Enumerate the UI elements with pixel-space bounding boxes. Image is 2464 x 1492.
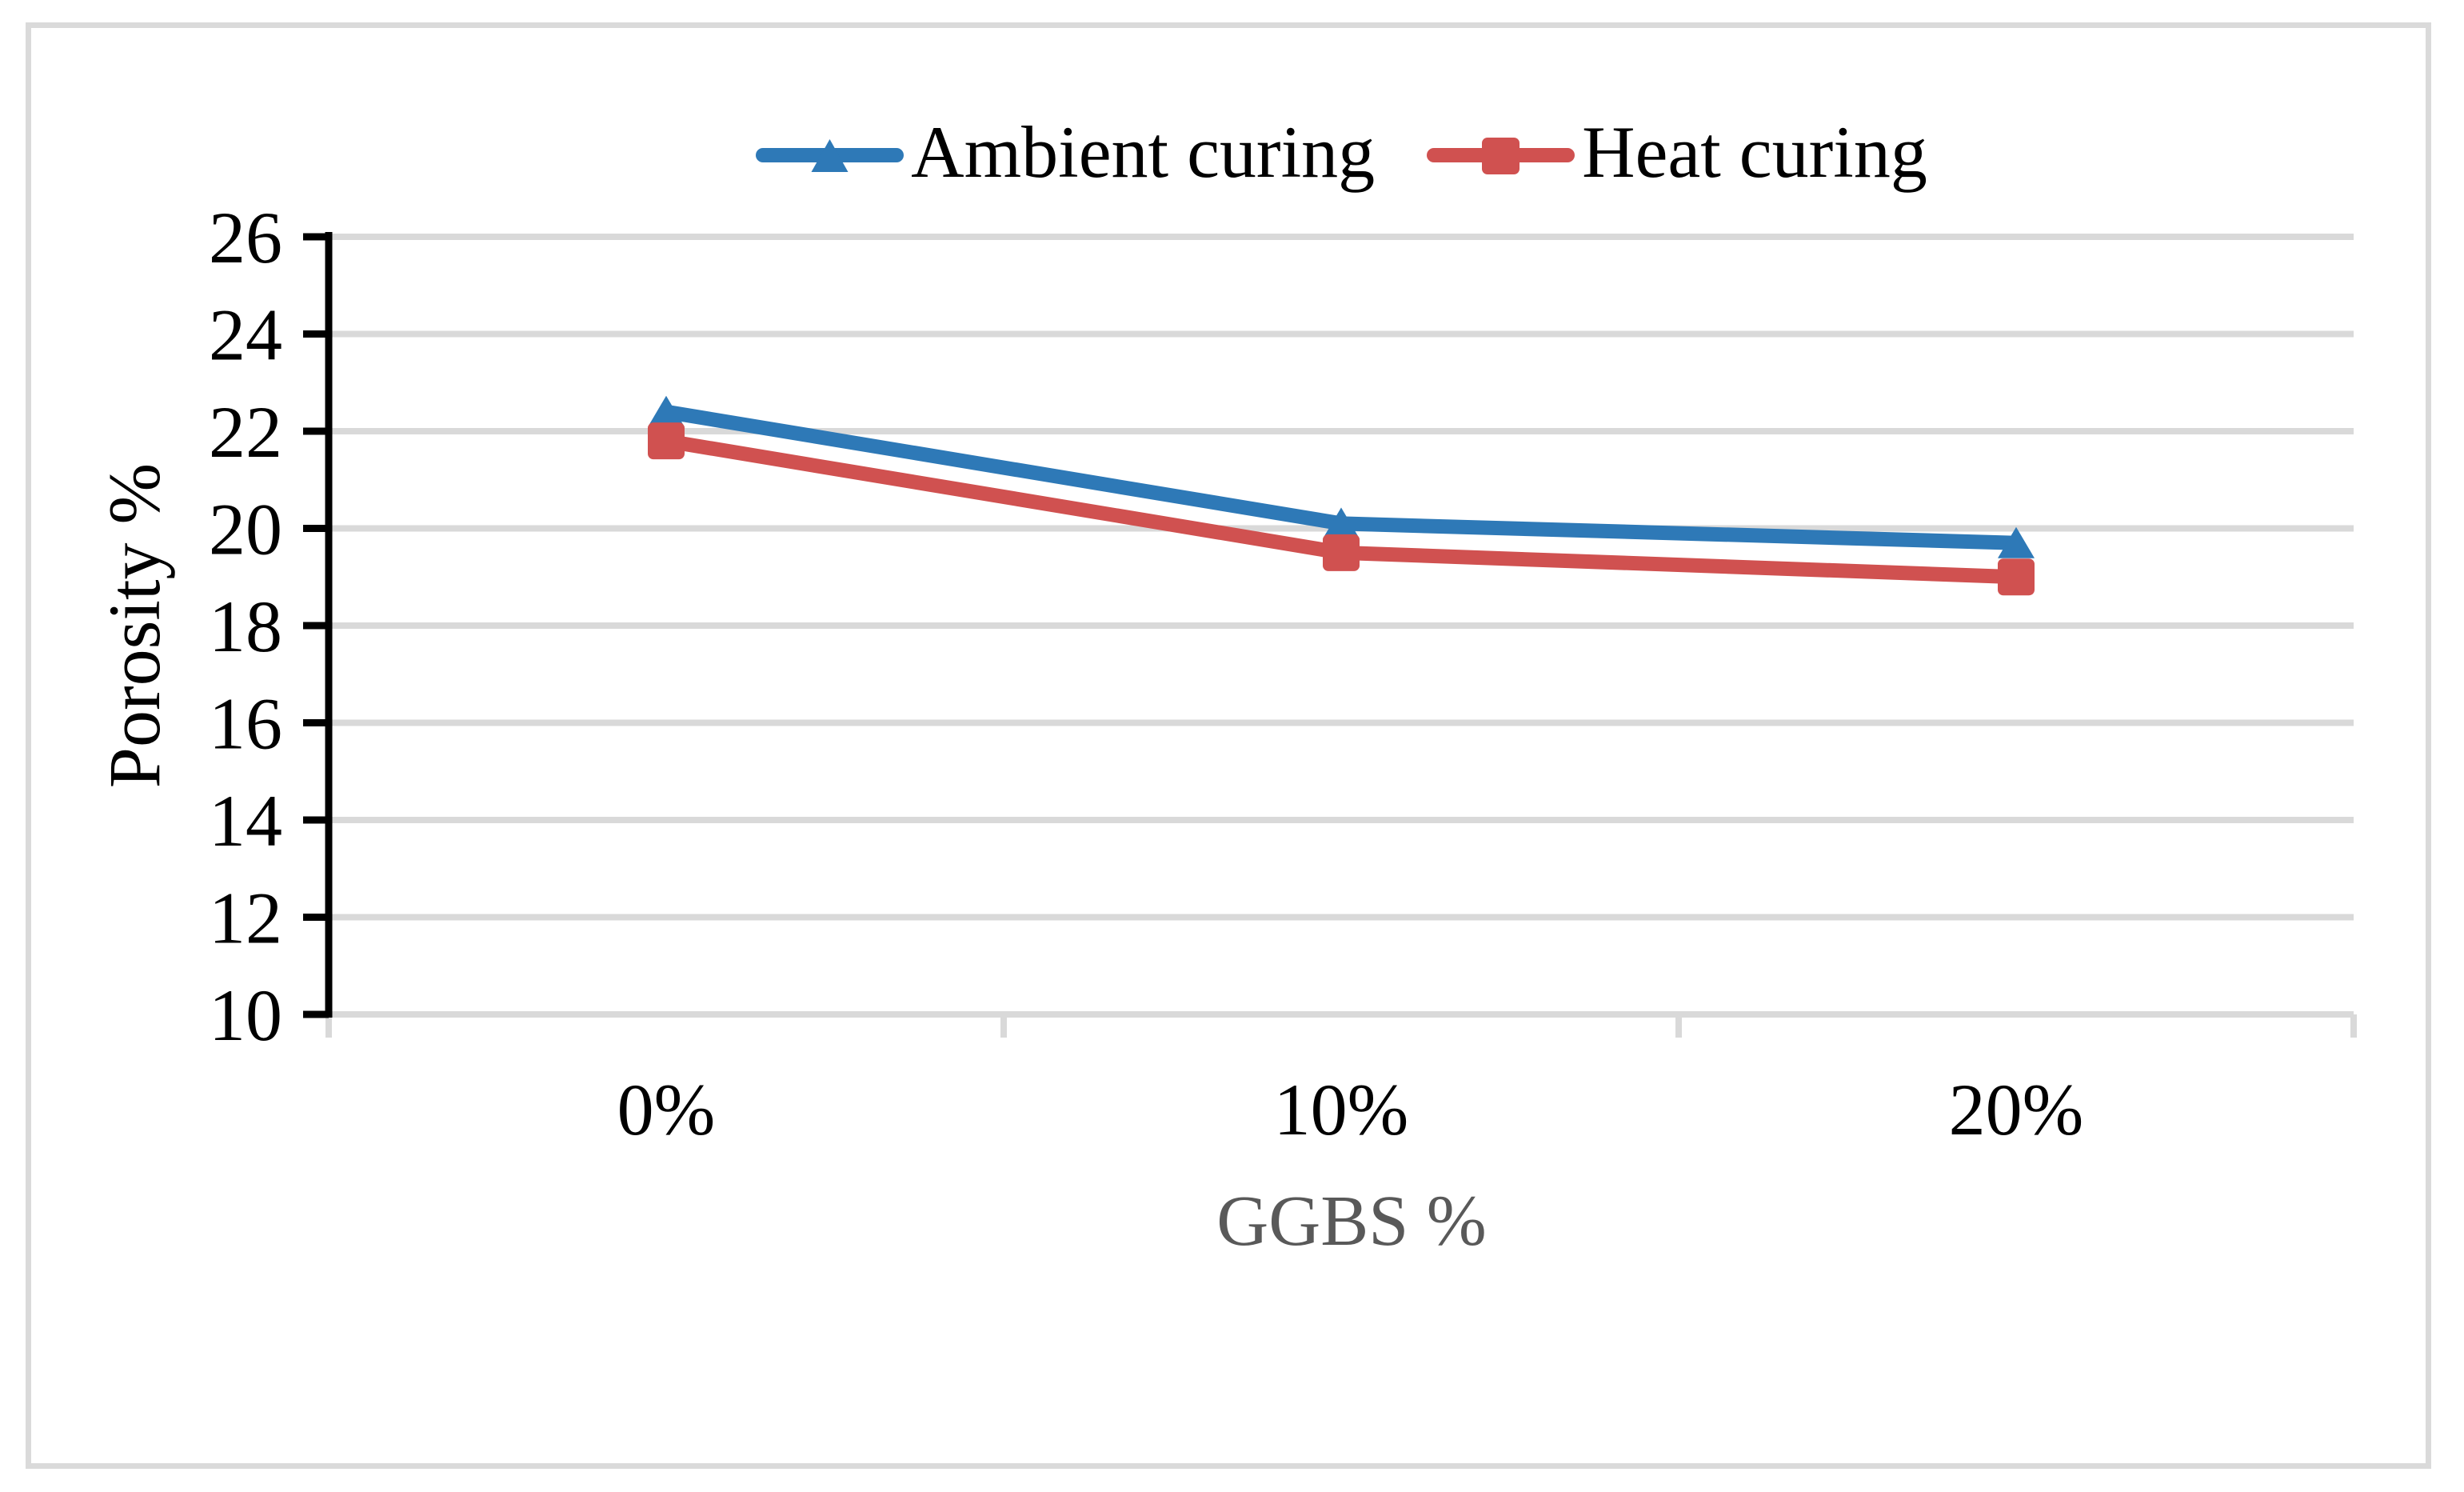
y-tick-label: 22 (209, 391, 282, 473)
x-axis-title: GGBS % (1216, 1182, 1487, 1261)
y-tick-label: 18 (209, 586, 282, 667)
data-point-square-marker (1998, 558, 2035, 596)
x-tick-label: 20% (1949, 1069, 2084, 1150)
y-tick-label: 26 (209, 197, 282, 278)
x-tick-label: 0% (617, 1069, 716, 1150)
chart-legend: Ambient curing Heat curing (329, 90, 2354, 222)
data-point-triangle-marker (648, 395, 685, 427)
legend-item-heat-curing: Heat curing (1426, 115, 1927, 197)
data-point-square-marker (1323, 534, 1360, 571)
data-point-triangle-marker (1998, 526, 2035, 558)
legend-item-ambient-curing: Ambient curing (755, 115, 1375, 197)
figure-border (26, 22, 2431, 1469)
legend-marker-heat-curing-icon (1426, 116, 1575, 196)
y-tick-label: 14 (209, 780, 282, 862)
y-axis-title: Porosity % (94, 462, 175, 789)
y-tick-label: 24 (209, 294, 282, 376)
x-tick-label: 10% (1274, 1069, 1409, 1150)
legend-marker-ambient-curing-icon (755, 116, 905, 196)
y-tick-label: 20 (209, 489, 282, 570)
data-point-square-marker (648, 422, 685, 460)
legend-label-heat-curing: Heat curing (1582, 110, 1927, 193)
data-point-triangle-marker (1323, 507, 1360, 539)
y-tick-label: 10 (209, 974, 282, 1056)
y-tick-label: 12 (209, 878, 282, 959)
legend-label-ambient-curing: Ambient curing (911, 110, 1376, 193)
y-tick-label: 16 (209, 683, 282, 765)
